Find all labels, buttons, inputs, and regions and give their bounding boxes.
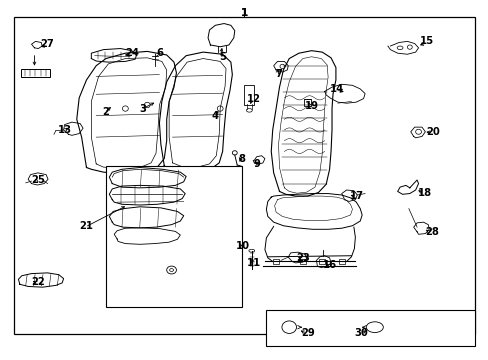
Text: 14: 14 (329, 84, 343, 94)
Text: 18: 18 (416, 188, 430, 198)
Text: 28: 28 (424, 227, 438, 237)
Bar (106, 166, 242, 307)
Text: 15: 15 (419, 36, 433, 46)
Text: 12: 12 (247, 94, 261, 104)
Text: 27: 27 (41, 39, 54, 49)
Text: 30: 30 (354, 328, 367, 338)
Text: 1: 1 (241, 8, 247, 18)
Text: 5: 5 (219, 52, 225, 62)
Text: 13: 13 (58, 125, 71, 135)
Text: 29: 29 (300, 328, 314, 338)
Text: 25: 25 (31, 175, 45, 185)
Text: 3: 3 (139, 104, 145, 113)
Bar (244, 85, 254, 105)
Bar (319, 259, 325, 264)
Text: 21: 21 (80, 221, 93, 231)
Bar (273, 259, 279, 264)
Bar (266, 310, 474, 346)
Text: 22: 22 (31, 277, 44, 287)
Text: 20: 20 (426, 127, 439, 137)
Text: 6: 6 (156, 48, 163, 58)
Text: 2: 2 (102, 107, 109, 117)
Text: 11: 11 (246, 258, 261, 268)
Bar (21, 69, 49, 77)
Text: 10: 10 (236, 241, 249, 251)
Text: 9: 9 (253, 159, 260, 169)
Bar (14, 18, 474, 334)
Bar (338, 259, 344, 264)
Text: 1: 1 (241, 8, 247, 18)
Bar (299, 259, 305, 264)
Text: 4: 4 (211, 111, 219, 121)
Bar (304, 99, 310, 107)
Text: 8: 8 (238, 154, 245, 164)
Text: 24: 24 (125, 48, 140, 58)
Text: 19: 19 (304, 101, 318, 111)
Text: 23: 23 (295, 253, 309, 263)
Text: 16: 16 (322, 260, 336, 270)
Text: 17: 17 (348, 191, 363, 201)
Text: 7: 7 (275, 68, 282, 78)
